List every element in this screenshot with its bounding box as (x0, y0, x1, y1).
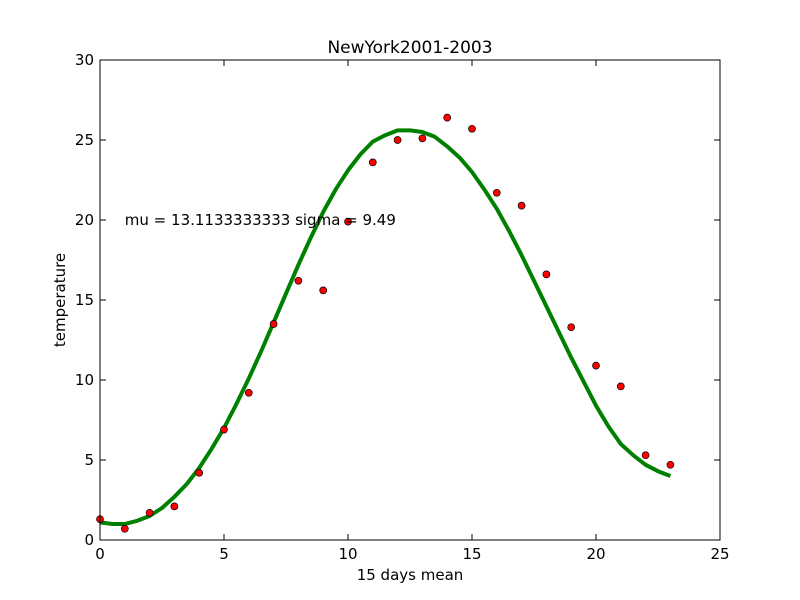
data-point (145, 508, 154, 517)
data-point (641, 451, 650, 460)
data-point (517, 201, 526, 210)
data-point (542, 270, 551, 279)
y-tick-label: 25 (75, 131, 94, 149)
y-tick-label: 15 (75, 291, 94, 309)
ticks: 0 5 10 15 20 25 0 5 10 15 20 25 30 (75, 51, 730, 563)
data-point (368, 158, 377, 167)
data-point (418, 134, 427, 143)
y-tick-label: 5 (84, 451, 94, 469)
data-point (294, 276, 303, 285)
data-point (567, 323, 576, 332)
data-point (344, 217, 352, 226)
fit-curve (99, 128, 672, 526)
x-tick-label: 25 (710, 545, 729, 563)
y-tick-label: 0 (84, 531, 94, 549)
data-point (244, 388, 253, 397)
y-axis-label: temperature (51, 253, 69, 347)
data-point (220, 425, 228, 434)
fit-annotation: mu = 13.1133333333 sigma = 9.49 (125, 211, 396, 229)
data-point (666, 460, 675, 469)
x-tick-label: 0 (95, 545, 105, 563)
data-point (195, 468, 204, 477)
x-tick-label: 15 (462, 545, 481, 563)
data-point (443, 113, 452, 122)
x-tick-label: 5 (219, 545, 229, 563)
data-point (616, 382, 625, 391)
data-point (592, 361, 600, 370)
chart-title: NewYork2001-2003 (327, 38, 492, 58)
y-tick-label: 10 (75, 371, 94, 389)
x-axis-label: 15 days mean (357, 566, 464, 584)
data-point (393, 136, 402, 144)
plot-area (96, 113, 675, 533)
y-tick-label: 30 (75, 51, 94, 69)
data-point (319, 286, 328, 295)
data-point (120, 524, 129, 533)
data-point (468, 124, 476, 133)
y-tick-label: 20 (75, 211, 94, 229)
x-tick-label: 10 (338, 545, 357, 563)
data-point (170, 502, 179, 511)
data-point (492, 188, 501, 197)
x-tick-label: 20 (586, 545, 605, 563)
data-point (269, 320, 278, 328)
